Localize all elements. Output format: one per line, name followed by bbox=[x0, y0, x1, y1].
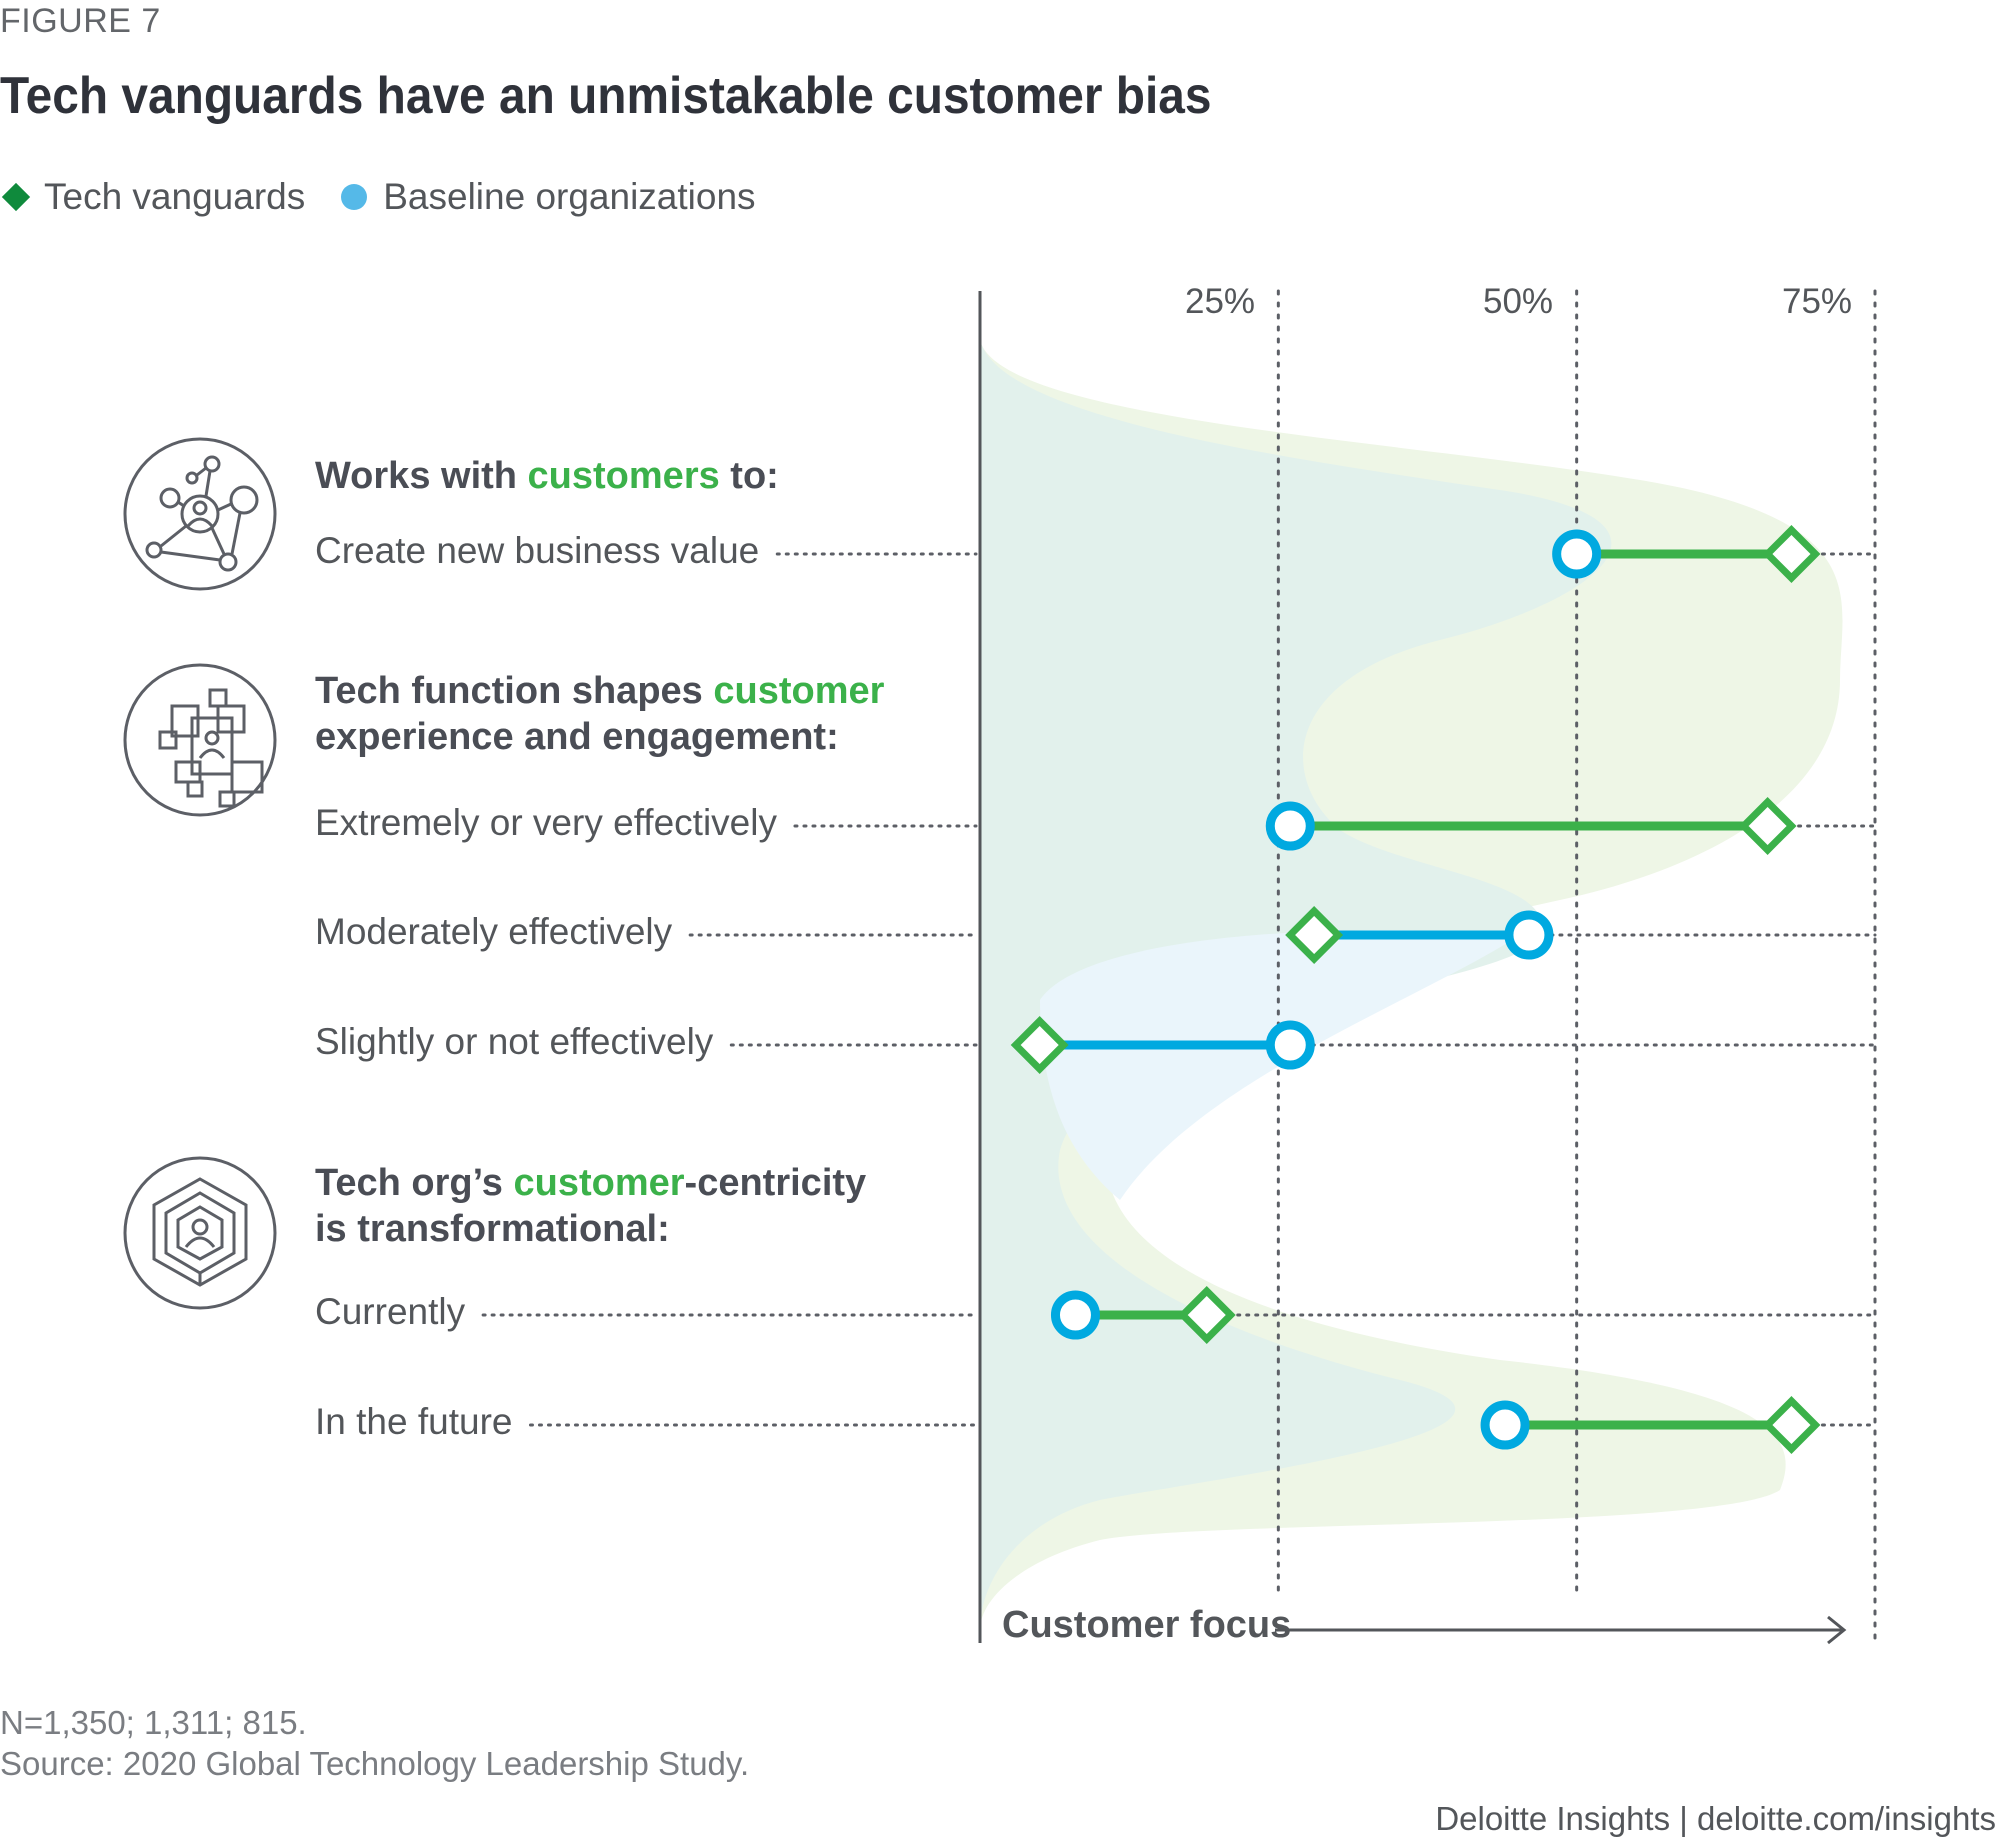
legend: Tech vanguards Baseline organizations bbox=[0, 176, 792, 218]
network-people-icon bbox=[122, 436, 278, 592]
figure-label: FIGURE 7 bbox=[0, 2, 161, 40]
baseline-point bbox=[1050, 1290, 1100, 1340]
legend-item-tech-vanguards: Tech vanguards bbox=[0, 176, 305, 218]
x-tick-label-75: 75% bbox=[1782, 282, 1853, 321]
row-label-create-new-business-value: Create new business value bbox=[315, 530, 760, 571]
x-tick-label-50: 50% bbox=[1483, 282, 1554, 321]
row-guides bbox=[481, 552, 1877, 1427]
row-label-moderately: Moderately effectively bbox=[315, 911, 673, 952]
vanguard-point bbox=[1738, 797, 1797, 855]
baseline-point bbox=[1552, 529, 1602, 579]
heading-text: -centricity bbox=[684, 1162, 867, 1204]
circle-marker-icon bbox=[341, 184, 368, 210]
heading-highlight: customers bbox=[527, 455, 720, 497]
data-markers bbox=[1010, 525, 1821, 1454]
heading-text: Tech function shapes bbox=[315, 670, 714, 712]
row-label-in-the-future: In the future bbox=[315, 1401, 513, 1442]
vanguard-point bbox=[1762, 1396, 1821, 1454]
sample-size-note: N=1,350; 1,311; 815. bbox=[0, 1704, 307, 1741]
vanguard-point bbox=[1285, 906, 1344, 964]
credit-line: Deloitte Insights | deloitte.com/insight… bbox=[1435, 1800, 1996, 1837]
legend-label: Baseline organizations bbox=[383, 176, 756, 217]
baseline-point bbox=[1265, 801, 1315, 851]
background-areas bbox=[980, 340, 1843, 1630]
row-label-currently: Currently bbox=[315, 1291, 466, 1332]
group-heading-customer-centricity: Tech org’s customer-centricity is transf… bbox=[315, 1160, 866, 1252]
dumbbell-bars bbox=[980, 549, 1792, 1430]
baseline-point bbox=[1265, 1020, 1315, 1070]
legend-item-baseline: Baseline organizations bbox=[341, 176, 756, 218]
arrow-head-icon bbox=[1827, 1615, 1847, 1645]
vanguard-point bbox=[1010, 1016, 1069, 1074]
puzzle-person-icon bbox=[122, 662, 278, 818]
x-axis-title: Customer focus bbox=[1002, 1604, 1292, 1646]
heading-text-line2: experience and engagement: bbox=[315, 716, 839, 758]
heading-text: to: bbox=[719, 455, 779, 497]
hexagon-person-icon bbox=[122, 1155, 278, 1311]
gridlines bbox=[1276, 289, 1877, 1645]
baseline-point bbox=[1504, 910, 1554, 960]
row-label-slightly-or-not: Slightly or not effectively bbox=[315, 1021, 714, 1062]
chart-title: Tech vanguards have an unmistakable cust… bbox=[0, 67, 1212, 125]
group-heading-customer-experience: Tech function shapes customer experience… bbox=[315, 668, 884, 760]
legend-label: Tech vanguards bbox=[44, 176, 306, 217]
heading-text: Tech org’s bbox=[315, 1162, 514, 1204]
x-tick-label-25: 25% bbox=[1185, 282, 1256, 321]
source-note: Source: 2020 Global Technology Leadershi… bbox=[0, 1745, 750, 1782]
vanguard-point bbox=[1177, 1286, 1236, 1344]
heading-text: Works with bbox=[315, 455, 528, 497]
heading-text-line2: is transformational: bbox=[315, 1208, 670, 1250]
baseline-point bbox=[1480, 1400, 1530, 1450]
axis-arrow bbox=[1275, 1615, 1847, 1645]
row-label-extremely-or-very: Extremely or very effectively bbox=[315, 802, 777, 843]
group-heading-business-value: Works with customers to: bbox=[315, 453, 779, 499]
heading-highlight: customer bbox=[513, 1162, 685, 1204]
heading-highlight: customer bbox=[713, 670, 885, 712]
vanguard-point bbox=[1762, 525, 1821, 583]
